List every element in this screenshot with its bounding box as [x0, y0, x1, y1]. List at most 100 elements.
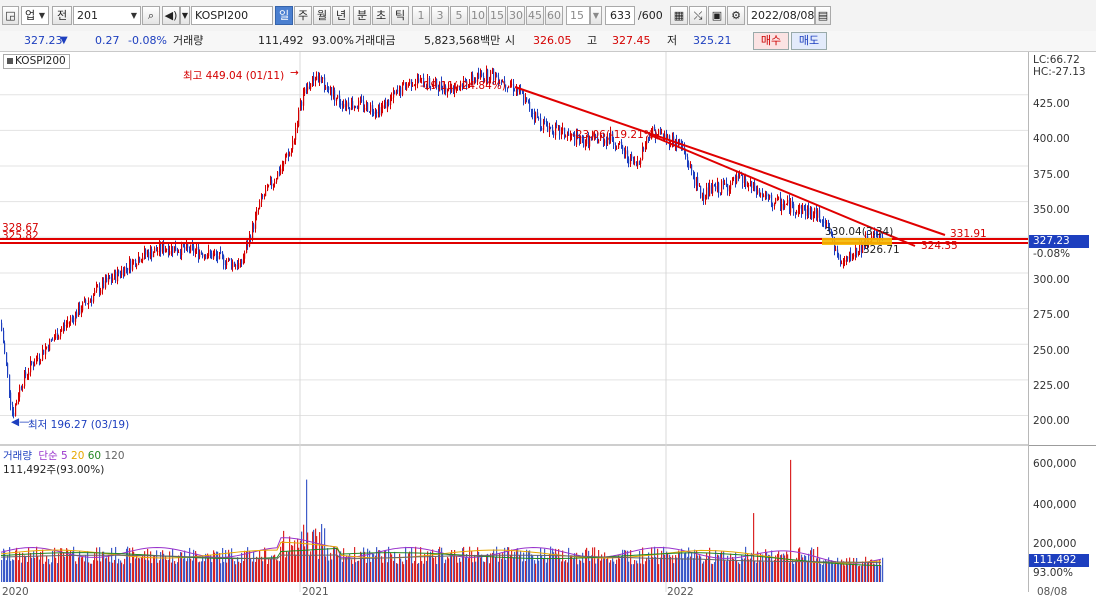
candle-body: [631, 154, 633, 159]
candle-body: [382, 105, 384, 108]
volume-bar: [697, 555, 699, 582]
volume-bar: [847, 564, 849, 582]
buy-button[interactable]: 매수: [753, 32, 789, 50]
candle-body: [597, 137, 599, 144]
volume-bar: [831, 560, 833, 582]
volume-bar: [595, 563, 597, 582]
candle-body: [642, 148, 644, 159]
volume-readout: 111,492주(93.00%): [3, 464, 105, 476]
candle-body: [504, 80, 506, 85]
code-input[interactable]: 201 ▼: [73, 6, 141, 25]
volume-bar: [156, 550, 158, 582]
symbol-name-field[interactable]: KOSPI200: [191, 6, 273, 25]
volume-bar: [477, 547, 479, 582]
volume-bar: [724, 560, 726, 582]
volume-bar: [456, 555, 458, 582]
code-search-button[interactable]: 전: [52, 6, 72, 25]
volume-bar: [271, 555, 273, 582]
trendline-lower[interactable]: [649, 134, 916, 247]
chart-grid-icon[interactable]: ▦: [670, 6, 688, 25]
volume-bar: [16, 547, 18, 582]
volume-bar: [205, 553, 207, 582]
interval-5[interactable]: 5: [450, 6, 468, 25]
volume-bar: [687, 556, 689, 582]
volume-bar: [771, 550, 773, 582]
volume-bar: [460, 561, 462, 582]
chart-menu-icon[interactable]: ◲: [2, 6, 19, 25]
volume-bar: [316, 536, 318, 582]
period-minute[interactable]: 분: [353, 6, 371, 25]
candle-body: [288, 153, 290, 156]
interval-45[interactable]: 45: [526, 6, 544, 25]
candle-body: [661, 133, 663, 135]
candle-body: [412, 85, 414, 87]
search-icon[interactable]: ⌕: [142, 6, 160, 25]
interval-15[interactable]: 15: [488, 6, 506, 25]
candle-body: [138, 257, 140, 265]
candle-body: [534, 113, 536, 120]
volume-bar: [420, 547, 422, 582]
candle-body: [363, 101, 365, 110]
price-chart-area[interactable]: KOSPI200 최고 449.04 (01/11) → ◀— 최저 196.2…: [0, 52, 1028, 598]
chevron-down-icon[interactable]: ▼: [590, 6, 602, 25]
volume-bar: [327, 548, 329, 582]
price-axis[interactable]: LC:66.72 HC:-27.13 425.00 400.00 375.00 …: [1028, 52, 1096, 598]
interval-30[interactable]: 30: [507, 6, 525, 25]
volume-bar: [646, 557, 648, 582]
volume-bar: [421, 561, 423, 582]
volume-bar: [310, 551, 312, 582]
period-tick[interactable]: 틱: [391, 6, 409, 25]
draw-tool-icon[interactable]: ⤯: [689, 6, 707, 25]
candle-body: [790, 200, 792, 213]
save-icon[interactable]: ▣: [708, 6, 726, 25]
candle-body: [178, 252, 180, 254]
volume-bar: [165, 556, 167, 582]
low-value: 325.21: [693, 34, 732, 47]
volume-bar: [285, 557, 287, 582]
candle-body: [126, 266, 128, 269]
dropdown-arrow-icon[interactable]: ▼: [180, 6, 190, 25]
period-second[interactable]: 초: [372, 6, 390, 25]
volume-bar: [658, 564, 660, 582]
candle-body: [313, 76, 315, 81]
trendline-upper[interactable]: [514, 86, 946, 236]
gear-icon[interactable]: ⚙: [727, 6, 745, 25]
volume-bar: [622, 549, 624, 582]
candle-body: [810, 208, 812, 215]
volume-bar: [277, 560, 279, 582]
interval-60[interactable]: 60: [545, 6, 563, 25]
candle-body: [843, 261, 845, 264]
volume-bar: [588, 550, 590, 582]
period-month[interactable]: 월: [313, 6, 331, 25]
volume-bar: [25, 556, 27, 582]
tick-value-field[interactable]: 15: [566, 6, 590, 25]
speaker-icon[interactable]: ◀): [162, 6, 180, 25]
candle-body: [387, 99, 389, 109]
volume-bar: [430, 551, 432, 582]
interval-3[interactable]: 3: [431, 6, 449, 25]
period-week[interactable]: 주: [294, 6, 312, 25]
volume-bar: [387, 562, 389, 582]
volume-bar: [720, 552, 722, 582]
candle-body: [201, 251, 203, 254]
candle-body: [558, 125, 560, 127]
interval-10[interactable]: 10: [469, 6, 487, 25]
count-input[interactable]: 633: [605, 6, 635, 25]
period-year[interactable]: 년: [332, 6, 350, 25]
volume-bar: [261, 556, 263, 582]
period-day[interactable]: 일: [275, 6, 293, 25]
date-field[interactable]: 2022/08/08: [747, 6, 815, 25]
candle-body: [846, 256, 848, 261]
volume-bar: [196, 553, 198, 582]
volume-bar: [676, 557, 678, 582]
candle-body: [873, 232, 875, 237]
candle-body: [265, 190, 267, 196]
volume-bar: [264, 547, 266, 582]
market-type-select[interactable]: 업 ▼: [21, 6, 49, 25]
candle-body: [769, 194, 771, 199]
candle-body: [429, 77, 431, 87]
calendar-icon[interactable]: ▤: [815, 6, 831, 25]
sell-button[interactable]: 매도: [791, 32, 827, 50]
volume-bar: [238, 561, 240, 582]
interval-1[interactable]: 1: [412, 6, 430, 25]
